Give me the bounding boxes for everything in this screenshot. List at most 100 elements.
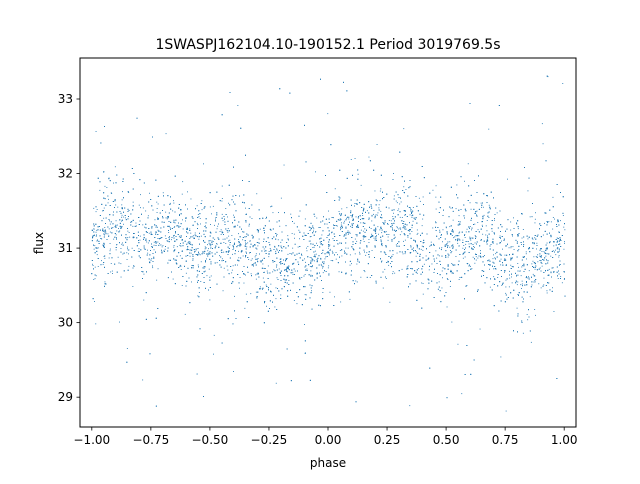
data-point [541,251,543,252]
data-point [521,280,523,282]
data-point [97,266,99,267]
data-point [321,244,323,246]
data-point [446,306,448,308]
data-point [419,200,421,202]
data-point [419,253,421,255]
data-point [223,251,225,253]
data-point [374,236,376,238]
data-point [310,260,312,262]
data-point [559,239,561,241]
data-point [264,250,266,252]
data-point [124,217,126,219]
data-point [157,229,159,231]
data-point [96,229,98,231]
data-point [200,281,202,282]
data-point [232,253,233,255]
data-point [512,246,514,248]
data-point [528,277,530,279]
data-point [253,263,254,265]
data-point [190,232,192,234]
data-point [170,221,172,223]
data-point [131,247,133,249]
data-point [394,237,395,239]
data-point [106,187,108,188]
data-point [500,258,502,260]
data-point [402,223,403,224]
data-point [422,257,424,259]
data-point [378,204,380,206]
data-point [145,318,147,320]
data-point [247,234,249,236]
data-points [91,75,566,412]
data-point [368,219,370,220]
data-point [196,205,198,207]
data-point [552,196,554,198]
data-point [362,238,364,240]
data-point [206,258,207,260]
data-point [263,241,264,242]
data-point [227,216,228,218]
data-point [274,245,276,247]
data-point [562,215,564,216]
data-point [117,206,119,208]
data-point [305,294,307,296]
data-point [316,259,318,260]
data-point [127,237,129,238]
data-point [517,274,519,276]
data-point [379,200,381,202]
data-point [493,268,495,270]
data-point [450,207,452,209]
data-point [510,257,511,259]
data-point [143,273,145,275]
data-point [493,276,495,278]
data-point [139,239,141,241]
data-point [126,239,128,241]
data-point [409,214,411,216]
data-point [328,241,330,243]
data-point [364,236,365,237]
data-point [562,83,564,84]
data-point [293,262,295,264]
data-point [340,228,342,229]
data-point [446,278,448,279]
data-point [380,226,382,228]
data-point [375,227,377,229]
data-point [462,239,464,241]
data-point [357,225,359,227]
data-point [471,268,473,270]
data-point [239,277,241,278]
data-point [126,348,128,349]
data-point [499,254,501,256]
data-point [338,271,340,273]
data-point [182,181,184,183]
data-point [439,229,441,231]
data-point [534,222,536,224]
data-point [519,270,521,272]
data-point [245,293,247,295]
data-point [517,263,519,264]
data-point [142,207,144,209]
data-point [181,285,183,286]
data-point [237,224,239,226]
data-point [263,267,265,269]
data-point [275,382,277,384]
data-point [415,255,417,257]
data-point [169,227,171,229]
data-point [275,298,277,300]
data-point [534,268,536,270]
data-point [274,306,276,308]
data-point [150,234,152,235]
data-point [508,286,510,288]
data-point [440,234,442,236]
data-point [105,204,107,206]
data-point [103,246,105,248]
data-point [363,237,365,238]
data-point [298,229,300,231]
data-point [151,258,153,259]
data-point [516,275,517,277]
data-point [373,237,375,239]
data-point [221,198,223,199]
data-point [334,296,335,298]
data-point [104,234,105,236]
data-point [121,207,123,209]
